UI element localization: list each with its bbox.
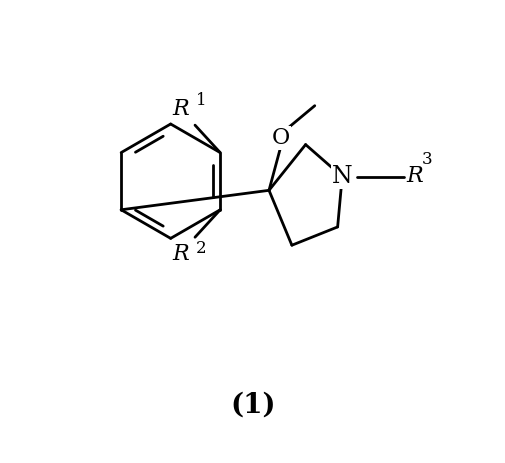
Text: (1): (1) [230,392,275,419]
Text: R: R [406,165,422,187]
Text: R: R [172,98,189,119]
Text: 1: 1 [195,92,206,109]
Text: O: O [271,127,289,149]
Text: 3: 3 [421,151,431,169]
Text: 2: 2 [195,239,206,257]
Text: N: N [331,165,352,188]
Text: R: R [172,243,189,265]
